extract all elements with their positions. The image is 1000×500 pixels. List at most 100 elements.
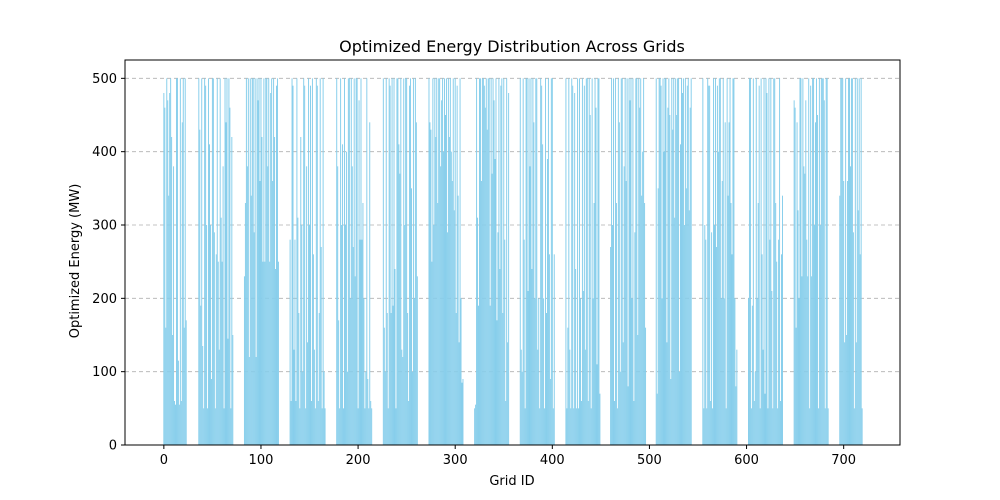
bar (256, 78, 258, 445)
bar (433, 225, 435, 445)
bar (175, 78, 177, 445)
bar (814, 225, 816, 445)
bar (736, 349, 738, 445)
bar (705, 239, 707, 445)
bar (450, 151, 452, 445)
bars (163, 78, 863, 446)
bar (257, 100, 259, 445)
bar (763, 78, 765, 445)
bar (416, 276, 418, 445)
bar (365, 371, 367, 445)
bar (308, 78, 310, 445)
bar (430, 129, 432, 445)
bar (683, 225, 685, 445)
bar (209, 225, 211, 445)
bar (274, 137, 276, 445)
bar (565, 78, 567, 445)
bar (661, 298, 663, 445)
bar (493, 100, 495, 445)
bar (542, 144, 544, 446)
bar (289, 239, 291, 445)
bar (475, 404, 477, 445)
bar (382, 78, 384, 445)
bar (304, 85, 306, 446)
bar (591, 78, 593, 445)
bar (712, 408, 714, 445)
bar (208, 78, 210, 445)
bar (491, 173, 493, 445)
bar (597, 78, 599, 445)
bar (553, 254, 555, 445)
bar (721, 181, 723, 445)
bar (213, 232, 215, 445)
bar (638, 78, 640, 445)
bar (401, 349, 403, 445)
bar (272, 181, 274, 445)
bar (259, 181, 261, 445)
bar (251, 78, 253, 445)
bar (815, 122, 816, 445)
bar (268, 78, 270, 445)
x-axis-ticks: 0 100 200 300 400 500 600 700 (160, 445, 856, 468)
bar (198, 78, 200, 445)
bar (519, 78, 521, 445)
bar (370, 401, 372, 445)
bar (453, 210, 455, 445)
bar (583, 85, 585, 446)
bar (719, 78, 721, 445)
bar (546, 159, 548, 445)
bar (484, 107, 486, 446)
x-tick-label: 500 (637, 453, 662, 468)
bar (261, 137, 263, 445)
bar (610, 247, 612, 445)
bar (593, 203, 595, 445)
bar (687, 78, 689, 445)
bar (544, 408, 546, 445)
bar (750, 408, 752, 445)
bar (293, 349, 295, 445)
bar (299, 408, 301, 445)
bar (414, 78, 416, 445)
bar (315, 78, 317, 445)
bar (643, 78, 645, 445)
bar (407, 313, 409, 445)
bar (621, 78, 623, 445)
bar (538, 298, 540, 445)
bar (252, 78, 254, 445)
bar (495, 78, 497, 445)
bar (679, 371, 681, 445)
bar (492, 78, 494, 445)
bar (224, 78, 226, 445)
bar (460, 298, 462, 445)
bar (626, 78, 628, 445)
bar (640, 78, 642, 445)
bar (211, 78, 213, 445)
bar (481, 78, 483, 445)
bar (305, 408, 307, 445)
bar (203, 408, 205, 445)
bar (757, 203, 759, 445)
bar (748, 298, 749, 445)
bar (383, 327, 385, 445)
bar (631, 298, 633, 445)
bar (820, 78, 822, 445)
bar (165, 327, 167, 445)
bar (545, 78, 547, 445)
bar (803, 166, 805, 446)
bar (778, 239, 780, 445)
bar (354, 276, 356, 445)
bar (794, 107, 796, 446)
bar (258, 78, 260, 445)
bar (708, 85, 710, 446)
bar (360, 78, 362, 445)
bar (623, 166, 625, 446)
bar (732, 78, 734, 445)
bar (170, 78, 172, 445)
bar (398, 144, 400, 446)
bar (245, 78, 247, 445)
bar (634, 232, 636, 445)
bar (319, 78, 321, 445)
bar (479, 78, 481, 445)
bar (642, 151, 644, 445)
bar (486, 129, 488, 445)
